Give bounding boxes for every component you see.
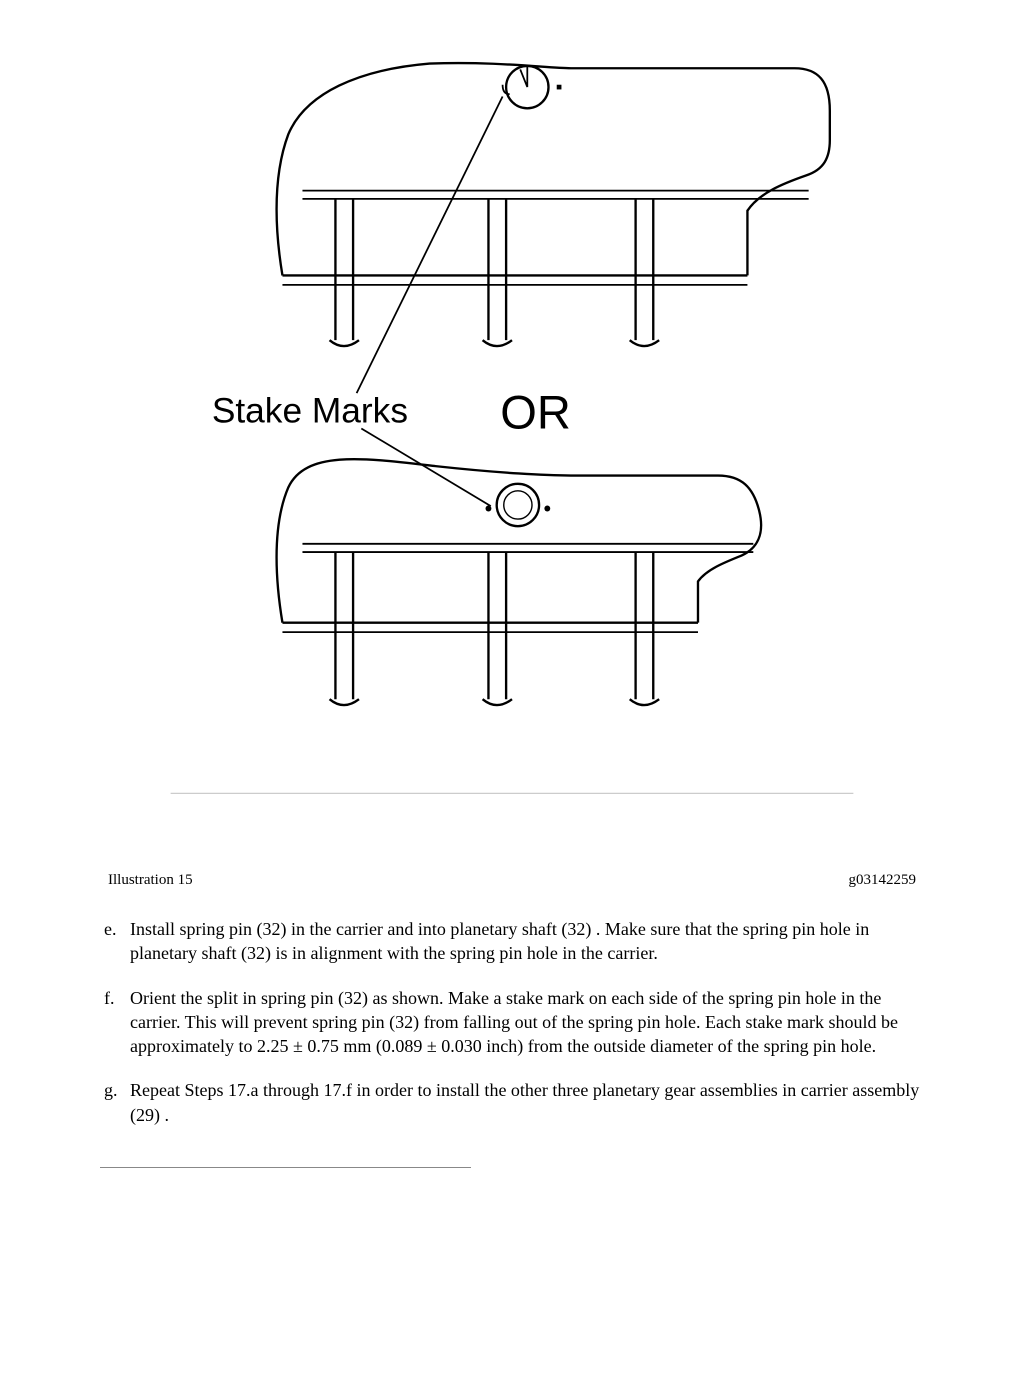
illustration-caption: Illustration 15 g03142259 [100, 872, 924, 889]
section-divider [100, 1167, 471, 1168]
illustration-figure: Stake Marks OR [100, 40, 924, 889]
stake-marks-label: Stake Marks [212, 392, 408, 431]
list-item: f. Orient the split in spring pin (32) a… [100, 986, 924, 1059]
top-carrier [277, 63, 830, 393]
or-label: OR [500, 385, 571, 438]
list-item: g. Repeat Steps 17.a through 17.f in ord… [100, 1078, 924, 1127]
caption-label: Illustration 15 [108, 872, 193, 889]
step-marker: f. [100, 986, 130, 1059]
instruction-list: e. Install spring pin (32) in the carrie… [100, 917, 924, 1127]
step-marker: g. [100, 1078, 130, 1127]
step-text: Install spring pin (32) in the carrier a… [130, 917, 924, 966]
stake-marks-diagram: Stake Marks OR [100, 40, 924, 864]
list-item: e. Install spring pin (32) in the carrie… [100, 917, 924, 966]
step-marker: e. [100, 917, 130, 966]
caption-id: g03142259 [849, 872, 917, 889]
step-text: Orient the split in spring pin (32) as s… [130, 986, 924, 1059]
bottom-carrier [277, 428, 762, 705]
step-text: Repeat Steps 17.a through 17.f in order … [130, 1078, 924, 1127]
